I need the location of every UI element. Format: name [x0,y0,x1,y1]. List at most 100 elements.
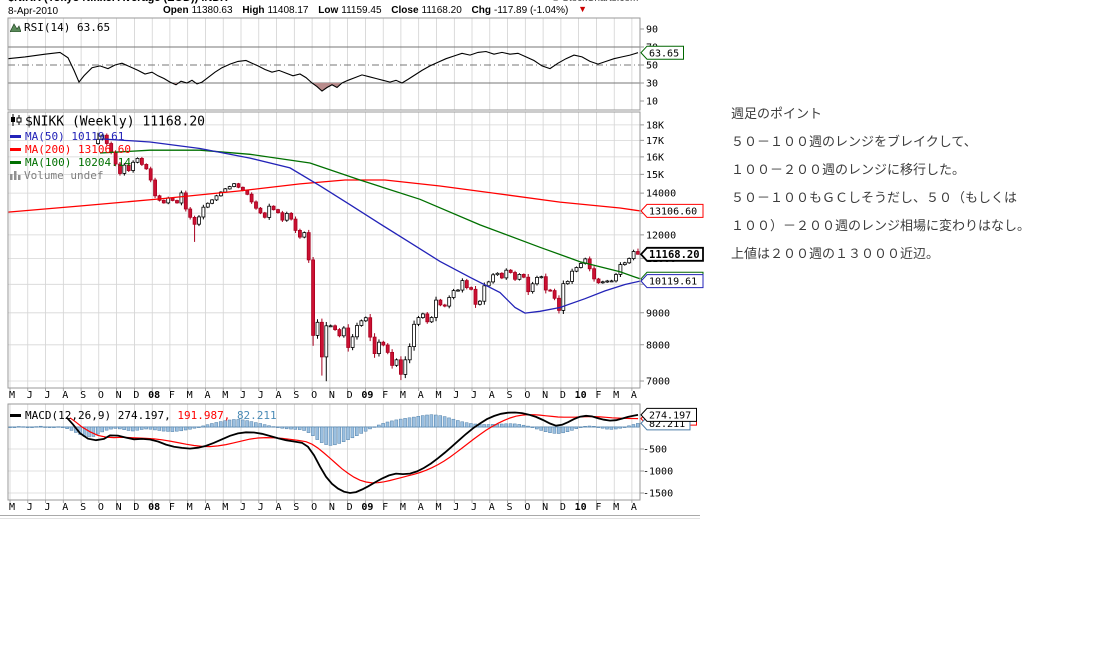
candle-body [368,317,373,338]
histogram-bar [324,426,328,445]
histogram-bar [447,417,451,428]
month-label: N [542,502,548,513]
candle-body [521,273,526,278]
candle-body [403,359,408,375]
histogram-bar [258,423,262,428]
candle-body [227,186,232,190]
candle-body [161,199,166,204]
histogram-bar [504,423,508,428]
candle-body [337,329,342,337]
candle-body [618,264,623,275]
candle-body [201,206,206,218]
histogram-bar [302,426,306,431]
price-label-box: 274.197 [640,407,697,422]
annotation-line: 週足のポイント [731,106,823,121]
histogram-bar [456,420,460,428]
candle-body [319,321,324,358]
histogram-bar [276,426,280,428]
histogram-bar [416,416,421,428]
month-label: O [98,502,104,513]
candle-body [636,251,640,255]
candle-body [482,285,487,302]
month-label: A [62,390,68,401]
histogram-bar [337,426,341,444]
histogram-bar [166,426,170,432]
histogram-bar [12,426,17,428]
month-label: 08 [148,502,160,513]
histogram-bar [60,426,65,428]
histogram-bar [104,426,109,431]
month-label: M [9,502,15,513]
rsi-axis-label: 90 [646,25,658,36]
histogram-bar [539,426,543,431]
candles [96,132,640,382]
candle-body [469,287,474,290]
macd-axis-label: -1000 [643,467,673,478]
candle-body [131,161,136,171]
candle-body [596,278,601,284]
histogram-bar [210,423,214,428]
month-label: M [187,390,193,401]
candle-body [513,272,517,280]
month-label: O [524,390,530,401]
ma200-swatch [10,147,21,151]
annotation-line: ５０－１００週のレンジをブレイクして、 [731,134,977,149]
main-panel-border [7,111,641,389]
month-label: J [45,502,51,513]
candle-body [306,232,311,261]
candle-body [249,193,254,203]
histogram-bar [52,426,56,428]
candle-body [144,163,149,170]
histogram-bar [552,426,557,434]
rsi-legend: RSI(14) 63.65 [9,21,110,35]
histogram-bar [442,416,447,428]
histogram-bar [232,419,236,428]
histogram-bar [192,426,197,429]
histogram-bar [175,426,179,432]
histogram-bar [43,426,47,428]
candle-body [579,263,583,268]
histogram-bar [526,425,530,428]
candle-body [135,157,140,163]
candle-body [328,325,333,328]
ma100-swatch [10,160,21,164]
histogram-bar [109,426,113,430]
candle-body [122,164,127,174]
rsi-axis-label: 30 [646,79,658,90]
histogram-bar [170,426,175,432]
candle-body [561,283,566,311]
histogram-bar [131,426,135,432]
month-label: N [542,390,548,401]
price-label-text: 13106.60 [649,207,697,218]
price-gridlines [8,124,640,382]
ma200-legend: MA(200) 13106.60 [10,143,131,156]
candle-body [297,229,302,238]
macd-axis-label: -500 [643,445,667,456]
candle-body [460,280,465,291]
histogram-bar [486,424,491,428]
histogram-bar [38,425,43,428]
candle-body [499,272,504,279]
histogram-bar [311,426,315,436]
month-label: S [507,390,513,401]
histogram-bar [17,426,21,428]
histogram-bar [126,426,131,431]
quote-close: Close 11168.20 [391,5,462,16]
histogram-bar [267,425,271,428]
price-axis-label: 18K [646,120,664,131]
histogram-bar [574,426,579,429]
histogram-bar [293,426,298,430]
candle-body [508,269,513,273]
month-label: N [329,390,335,401]
histogram-bar [592,426,596,428]
candle-body [258,207,263,214]
candle-body [390,351,395,366]
candle-body [183,192,188,210]
candlestick-icon [10,114,22,130]
histogram-bar [236,419,241,428]
histogram-bar [609,426,614,430]
candle-body [622,262,627,265]
month-label: A [489,390,495,401]
candle-body [302,232,307,238]
